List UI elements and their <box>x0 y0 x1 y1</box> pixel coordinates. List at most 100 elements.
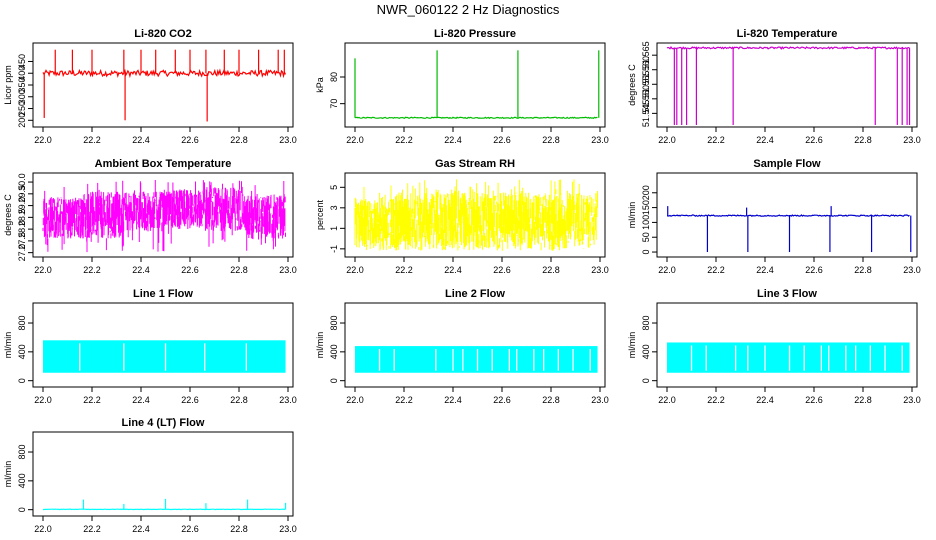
y-tick-label: 27.0 <box>17 244 27 262</box>
page-title: NWR_060122 2 Hz Diagnostics <box>376 2 560 17</box>
plot-frame <box>344 42 606 128</box>
plot-frame <box>344 172 606 258</box>
y-tick-label: 51.555 <box>641 71 651 99</box>
x-tick-label: 22.4 <box>756 135 774 145</box>
y-tick-label: 350 <box>17 77 27 92</box>
plot-frame <box>656 302 918 388</box>
y-tick-label: 100 <box>641 215 651 230</box>
y-tick-label: 70 <box>329 99 339 109</box>
chart-title: Line 1 Flow <box>133 288 193 300</box>
x-tick-label: 22.4 <box>444 265 462 275</box>
chart-panel: Ambient Box Temperature 22.0 22.2 22.4 22.6 2… <box>3 158 297 275</box>
y-axis-label: degrees C <box>627 64 637 106</box>
y-tick-label: 150 <box>641 200 651 215</box>
y-tick-label: 800 <box>641 316 651 331</box>
y-tick-label: 0 <box>641 378 651 383</box>
y-axis-label: ml/min <box>3 332 13 359</box>
y-tick-label: 80 <box>329 72 339 82</box>
chart-title: Line 3 Flow <box>757 288 817 300</box>
y-tick-label: 0 <box>17 378 27 383</box>
data-band <box>355 346 598 373</box>
y-tick-label: 200 <box>17 113 27 128</box>
x-tick-label: 22.8 <box>854 135 872 145</box>
plot-frame <box>32 172 294 258</box>
x-tick-label: 22.4 <box>132 524 150 534</box>
x-tick-label: 22.6 <box>181 395 199 405</box>
chart-panel: Line 3 Flow 22.0 22.2 22.4 22.6 22.8 23.0 0 400 8… <box>627 288 921 405</box>
y-axis-label: ml/min <box>315 332 325 359</box>
x-tick-label: 22.2 <box>83 524 101 534</box>
x-tick-label: 22.6 <box>805 395 823 405</box>
data-band <box>667 342 910 373</box>
x-tick-label: 22.0 <box>346 135 364 145</box>
x-tick-label: 23.0 <box>903 135 921 145</box>
x-tick-label: 22.0 <box>658 135 676 145</box>
y-tick-label: 450 <box>17 54 27 69</box>
chart-panel: Gas Stream RH 22.0 22.2 22.4 22.6 22.8 23.0 -1 1… <box>315 158 609 275</box>
x-tick-label: 22.0 <box>346 265 364 275</box>
x-tick-label: 22.8 <box>854 265 872 275</box>
y-tick-label: 0 <box>641 250 651 255</box>
y-tick-label: 800 <box>17 445 27 460</box>
chart-title: Li-820 Temperature <box>737 28 838 40</box>
chart-panel: Line 1 Flow 22.0 22.2 22.4 22.6 22.8 23.0 0 400 8… <box>3 288 297 405</box>
x-tick-label: 22.6 <box>805 135 823 145</box>
y-tick-label: 400 <box>329 344 339 359</box>
y-tick-label: 0 <box>17 507 27 512</box>
chart-panel: Sample Flow 22.0 22.2 22.4 22.6 22.8 23.0 0 50 10… <box>627 158 921 275</box>
data-series-line <box>667 214 910 217</box>
x-tick-label: 23.0 <box>591 265 609 275</box>
y-tick-label: 51.560 <box>641 56 651 84</box>
y-tick-label: 27.5 <box>17 232 27 250</box>
x-tick-label: 22.8 <box>854 395 872 405</box>
x-tick-label: 22.0 <box>346 395 364 405</box>
data-series-line <box>354 116 598 120</box>
chart-panel: Li-820 Temperature 22.0 22.2 22.4 22.6 22.8 23… <box>627 28 921 145</box>
x-tick-label: 22.6 <box>181 265 199 275</box>
y-tick-label: 0 <box>329 378 339 383</box>
x-tick-label: 22.0 <box>658 395 676 405</box>
x-tick-label: 22.4 <box>444 395 462 405</box>
plot-frame <box>32 431 294 517</box>
x-tick-label: 23.0 <box>279 135 297 145</box>
x-tick-label: 22.6 <box>805 265 823 275</box>
x-tick-label: 22.6 <box>493 395 511 405</box>
y-tick-label: 5 <box>329 185 339 190</box>
x-tick-label: 22.6 <box>181 135 199 145</box>
y-tick-label: 51.550 <box>641 85 651 113</box>
x-tick-label: 22.2 <box>707 265 725 275</box>
x-tick-label: 22.8 <box>542 395 560 405</box>
chart-title: Li-820 Pressure <box>434 28 516 40</box>
x-tick-label: 23.0 <box>591 135 609 145</box>
data-series-line <box>42 68 287 79</box>
y-tick-label: 200 <box>641 185 651 200</box>
x-tick-label: 22.0 <box>34 395 52 405</box>
y-tick-label: 250 <box>17 101 27 116</box>
data-series-noise <box>42 180 286 253</box>
x-tick-label: 22.8 <box>230 265 248 275</box>
x-tick-label: 22.8 <box>230 524 248 534</box>
y-tick-label: 29.5 <box>17 185 27 203</box>
x-tick-label: 23.0 <box>279 524 297 534</box>
x-tick-label: 22.2 <box>707 135 725 145</box>
x-tick-label: 22.8 <box>230 135 248 145</box>
x-tick-label: 23.0 <box>279 395 297 405</box>
x-tick-label: 22.4 <box>132 265 150 275</box>
x-tick-label: 22.2 <box>395 265 413 275</box>
chart-title: Ambient Box Temperature <box>95 158 232 170</box>
chart-title: Gas Stream RH <box>435 158 515 170</box>
x-tick-label: 23.0 <box>903 395 921 405</box>
y-tick-label: 3 <box>329 205 339 210</box>
chart-panel: Line 2 Flow 22.0 22.2 22.4 22.6 22.8 23.0 0 400 8… <box>315 288 609 405</box>
x-tick-label: 22.2 <box>395 135 413 145</box>
y-axis-label: kPa <box>315 77 325 93</box>
y-tick-label: 400 <box>17 344 27 359</box>
y-tick-label: 28.5 <box>17 209 27 227</box>
plot-frame <box>656 172 918 258</box>
chart-title: Li-820 CO2 <box>134 28 191 40</box>
x-tick-label: 22.4 <box>756 265 774 275</box>
x-tick-label: 22.4 <box>132 395 150 405</box>
y-tick-label: 29.0 <box>17 197 27 215</box>
x-tick-label: 22.2 <box>707 395 725 405</box>
